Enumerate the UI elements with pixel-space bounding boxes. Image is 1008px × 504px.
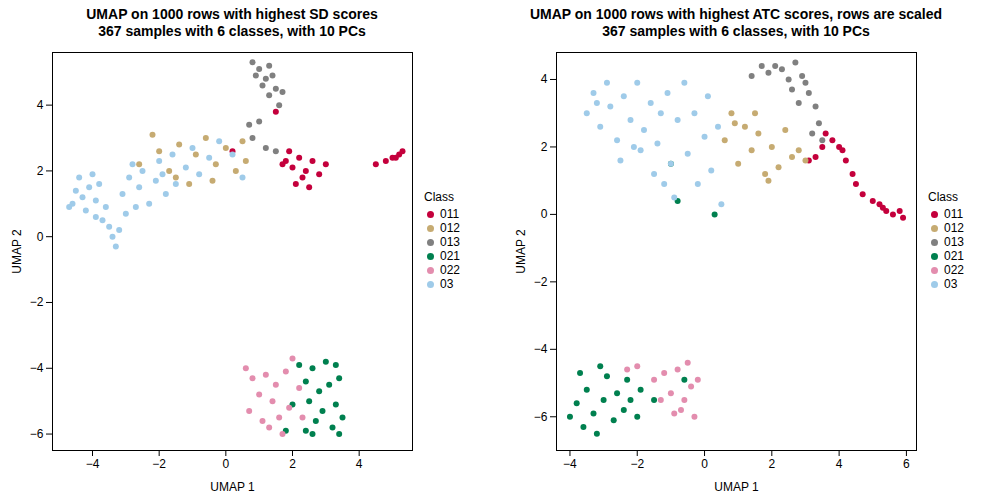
html-text:367 samples with 6 classes, wi: 367 samples with 6 classes, with 10 PCs (98, 23, 366, 39)
html-text:03: 03 (440, 277, 454, 291)
svg-text:0: 0 (222, 457, 229, 471)
svg-text:−2: −2 (630, 457, 644, 471)
svg-text:−6: −6 (30, 427, 44, 441)
html-text:013: 013 (440, 235, 460, 249)
svg-text:UMAP 1: UMAP 1 (714, 480, 759, 494)
html-text:012: 012 (440, 221, 460, 235)
html-text:UMAP on 1000 rows with highest: UMAP on 1000 rows with highest ATC score… (530, 6, 942, 22)
html-text:021: 021 (440, 249, 460, 263)
svg-text:0: 0 (541, 207, 548, 221)
html-text:012: 012 (944, 221, 964, 235)
svg-text:−4: −4 (534, 342, 548, 356)
svg-text:−4: −4 (563, 457, 577, 471)
svg-text:4: 4 (356, 457, 363, 471)
svg-text:−6: −6 (534, 410, 548, 424)
svg-text:2: 2 (289, 457, 296, 471)
svg-text:−4: −4 (30, 361, 44, 375)
html-text:Class: Class (928, 190, 958, 204)
svg-text:2: 2 (37, 164, 44, 178)
html-text:Class: Class (424, 190, 454, 204)
html-text:022: 022 (440, 263, 460, 277)
svg-text:2: 2 (541, 140, 548, 154)
svg-text:6: 6 (903, 457, 910, 471)
svg-text:0: 0 (37, 230, 44, 244)
svg-text:4: 4 (541, 72, 548, 86)
html-text:022: 022 (944, 263, 964, 277)
html-text:013: 013 (944, 235, 964, 249)
svg-text:UMAP 1: UMAP 1 (210, 480, 255, 494)
svg-text:−2: −2 (534, 275, 548, 289)
svg-text:2: 2 (768, 457, 775, 471)
html-text:367 samples with 6 classes, wi: 367 samples with 6 classes, with 10 PCs (602, 23, 870, 39)
svg-text:−4: −4 (86, 457, 100, 471)
html-text:UMAP on 1000 rows with highest: UMAP on 1000 rows with highest SD scores (86, 6, 378, 22)
svg-text:−2: −2 (30, 295, 44, 309)
svg-text:UMAP 2: UMAP 2 (10, 229, 24, 274)
svg-text:0: 0 (701, 457, 708, 471)
svg-text:−2: −2 (152, 457, 166, 471)
svg-text:4: 4 (37, 98, 44, 112)
html-text:03: 03 (944, 277, 958, 291)
svg-text:UMAP 2: UMAP 2 (514, 229, 528, 274)
html-text:011: 011 (944, 207, 964, 221)
svg-text:4: 4 (836, 457, 843, 471)
html-text:021: 021 (944, 249, 964, 263)
html-text:011: 011 (440, 207, 460, 221)
